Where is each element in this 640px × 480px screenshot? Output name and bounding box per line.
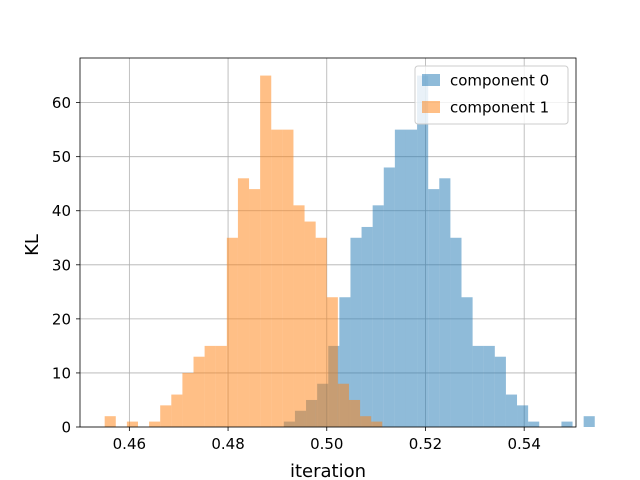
legend-box: [414, 65, 569, 125]
histogram-bar: [494, 356, 506, 427]
histogram-bar: [315, 237, 327, 427]
legend-label: component 0: [450, 72, 549, 90]
legend-swatch: [422, 101, 440, 113]
histogram-bar: [293, 205, 305, 427]
histogram-bar: [383, 167, 395, 427]
histogram-bar: [226, 237, 238, 427]
histogram-bar: [583, 416, 595, 427]
histogram-bar: [428, 189, 440, 427]
y-tick-label: 20: [52, 310, 71, 328]
histogram-bar: [204, 345, 216, 427]
histogram-bar: [271, 129, 283, 427]
legend-label: component 1: [450, 99, 549, 117]
histogram-bar: [215, 345, 227, 427]
y-tick-label: 0: [61, 419, 71, 437]
histogram-bar: [193, 356, 205, 427]
histogram-bar: [505, 394, 518, 427]
y-axis-ticks: 0 10 20 30 40 50 60: [52, 94, 80, 437]
histogram-bar: [339, 297, 351, 427]
y-tick-label: 40: [52, 202, 71, 220]
histogram-bar: [126, 421, 138, 427]
x-axis-label: iteration: [290, 461, 366, 480]
histogram-bar: [348, 399, 361, 427]
x-tick-label: 0.48: [211, 435, 244, 453]
histogram-bar: [160, 405, 172, 427]
y-tick-label: 60: [52, 94, 71, 112]
histogram-bar: [337, 383, 349, 427]
histogram-bar: [237, 178, 250, 427]
histogram-bar: [417, 75, 429, 428]
histogram-bar: [361, 226, 373, 427]
y-tick-label: 50: [52, 148, 71, 166]
x-tick-label: 0.52: [409, 435, 442, 453]
legend: component 0 component 1: [414, 65, 569, 125]
histogram-bar: [149, 421, 161, 427]
histogram-bar: [472, 345, 484, 427]
y-tick-label: 30: [52, 256, 71, 274]
histogram-bar: [439, 178, 451, 427]
histogram-bar: [561, 421, 573, 427]
histogram-bar: [171, 394, 183, 427]
histogram-bar: [282, 129, 294, 427]
histogram-bar: [372, 205, 384, 427]
histogram-bar: [304, 221, 316, 427]
legend-swatch: [422, 74, 440, 86]
y-tick-label: 10: [52, 364, 71, 382]
histogram-bar: [260, 75, 272, 428]
histogram-bar: [249, 189, 261, 427]
histogram-bars: [104, 75, 595, 428]
histogram-bar: [483, 345, 495, 427]
x-tick-label: 0.46: [113, 435, 146, 453]
x-tick-label: 0.54: [507, 435, 540, 453]
histogram-bar: [371, 421, 383, 427]
histogram-bar: [104, 416, 116, 427]
histogram-bar: [528, 421, 540, 427]
histogram-bar: [450, 237, 462, 427]
plot-area-frame: [79, 57, 577, 428]
histogram-bar: [182, 372, 194, 427]
x-axis-ticks: 0.46 0.48 0.50 0.52 0.54: [113, 427, 541, 453]
histogram-bar: [350, 237, 362, 427]
histogram-bar: [405, 129, 418, 427]
y-axis-label: KL: [22, 234, 43, 256]
histogram-bar: [394, 129, 406, 427]
histogram-bar: [517, 405, 529, 427]
histogram-bar: [461, 297, 473, 427]
histogram-bar: [326, 297, 338, 427]
histogram-bar: [360, 416, 372, 427]
series-component-1: [104, 75, 383, 428]
x-tick-label: 0.50: [310, 435, 343, 453]
